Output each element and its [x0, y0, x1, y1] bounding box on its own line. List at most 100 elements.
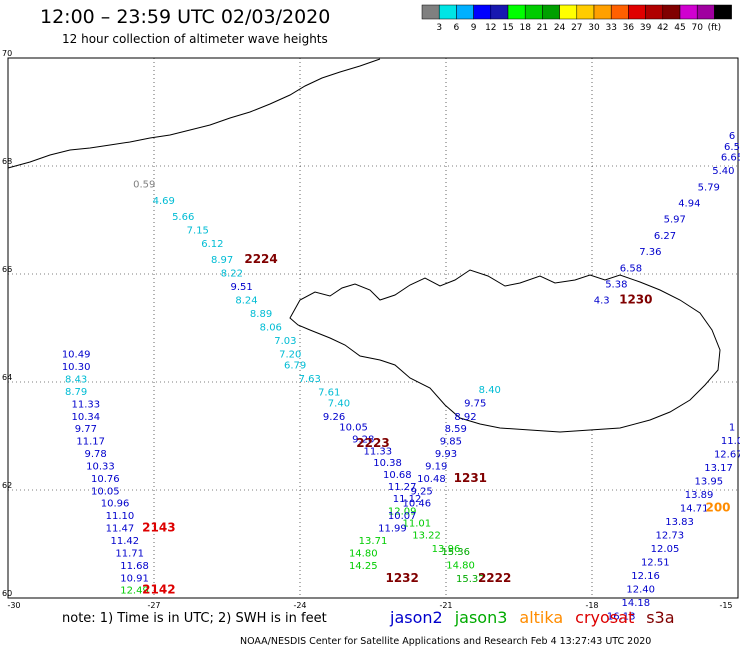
colorbar-swatch [438, 4, 457, 20]
wave-height-value: 7.36 [639, 247, 661, 258]
colorbar-tick-label: 21 [537, 23, 548, 33]
pass-time-label: 2223 [356, 436, 389, 450]
wave-height-value: 9.25 [411, 486, 433, 497]
wave-height-value: 8.59 [445, 424, 467, 435]
wave-height-value: 14.80 [349, 548, 378, 559]
wave-height-value: 9.75 [464, 398, 486, 409]
latitude-label: 60 [2, 589, 12, 598]
wave-height-value: 6.79 [284, 361, 306, 372]
wave-height-value: 9.93 [435, 449, 457, 460]
wave-height-value: 12.73 [656, 531, 685, 542]
wave-height-value: 6.12 [201, 239, 223, 250]
colorbar-swatch [662, 4, 681, 20]
page-subtitle: 12 hour collection of altimeter wave hei… [62, 32, 328, 46]
colorbar-tick-label: 30 [588, 23, 600, 33]
wave-height-value: 11.10 [106, 511, 135, 522]
colorbar-tick-label: 15 [502, 23, 513, 33]
wave-height-value: 7.61 [318, 388, 340, 399]
colorbar-tick-label: 27 [571, 23, 582, 33]
wave-height-value: 10.07 [388, 511, 417, 522]
wave-height-value: 4.94 [678, 199, 700, 210]
wave-height-value: 11.71 [115, 548, 144, 559]
satellite-legend: jason2 jason3 altika cryosat s3a [390, 608, 687, 627]
wave-height-value: 8.97 [211, 255, 233, 266]
colorbar-swatch [696, 4, 715, 20]
wave-height-value: 4.69 [153, 196, 175, 207]
pass-time-label: 1232 [385, 571, 418, 585]
longitude-label: -27 [147, 601, 160, 610]
wave-height-value: 12.51 [641, 558, 670, 569]
longitude-label: -18 [585, 601, 598, 610]
latitude-label: 66 [2, 265, 12, 274]
colorbar-swatch [490, 4, 509, 20]
colorbar-swatch [456, 4, 474, 20]
wave-height-value: 9.51 [230, 282, 252, 293]
wave-height-value: 5.38 [605, 280, 627, 291]
colorbar-tick-label: 24 [554, 23, 566, 33]
wave-height-value: 6.65 [721, 153, 740, 164]
colorbar-swatch [645, 4, 664, 20]
footer-note: note: 1) Time is in UTC; 2) SWH is in fe… [62, 611, 327, 626]
pass-time-label: 2222 [478, 571, 511, 585]
wave-height-value: 15.36 [441, 547, 470, 558]
wave-height-value: 8.22 [221, 269, 243, 280]
wave-height-value: 10.38 [373, 458, 402, 469]
wave-height-value: 6 [729, 131, 735, 142]
wave-height-value: 8.06 [260, 323, 282, 334]
wave-height-value: 11.27 [388, 482, 417, 493]
latitude-label: 64 [2, 373, 12, 382]
wave-height-value: 10.34 [72, 412, 101, 423]
wave-height-value: 8.43 [65, 375, 87, 386]
colorbar-swatch [628, 4, 646, 20]
wave-height-value: 14.18 [621, 598, 650, 609]
colorbar-swatch [473, 4, 492, 20]
wave-height-value: 12.67 [714, 450, 740, 461]
wave-height-value: 10.68 [383, 470, 412, 481]
wave-height-value: 9.85 [440, 437, 462, 448]
longitude-label: -21 [439, 601, 452, 610]
satellite-legend-s3a: s3a [646, 608, 675, 627]
wave-height-value: 14.80 [446, 560, 475, 571]
wave-height-value: 13.89 [685, 490, 714, 501]
longitude-label: -15 [719, 601, 732, 610]
wave-height-value: 9.77 [75, 424, 97, 435]
wave-height-value: 13.17 [704, 463, 733, 474]
pass-time-label: 2142 [142, 583, 175, 597]
wave-height-value: 10.05 [91, 486, 120, 497]
wave-height-value: 12.40 [626, 585, 655, 596]
wave-height-value: 13.96 [432, 544, 461, 555]
greenland-coast [7, 58, 381, 169]
pass-time-label: 2143 [142, 521, 175, 535]
wave-height-value: 11.68 [120, 561, 149, 572]
wave-height-value: 10.46 [402, 499, 431, 510]
wave-height-value: 10.91 [120, 573, 149, 584]
wave-height-value: 12.49 [120, 586, 149, 597]
coastline [7, 58, 721, 433]
longitude-label: -24 [293, 601, 306, 610]
wave-height-value: 9.19 [425, 461, 447, 472]
wave-height-value: 8.92 [454, 412, 476, 423]
wave-height-value: 0.59 [133, 180, 155, 191]
wave-height-value: 8.40 [479, 385, 501, 396]
wave-height-value: 11.42 [110, 536, 139, 547]
map-grid: 70 68 66 64 62 60 -30 -27 -24 -21 -18 -15 [2, 49, 739, 610]
wave-height-value: 10.05 [339, 423, 368, 434]
wave-height-value: 10.33 [86, 461, 115, 472]
wave-height-value: 8.89 [250, 309, 272, 320]
wave-height-value: 7.15 [187, 226, 209, 237]
wave-height-value: 11.33 [72, 399, 101, 410]
wave-height-value: 11.17 [76, 437, 105, 448]
wave-height-value: 8.79 [65, 387, 87, 398]
colorbar-swatch [524, 4, 543, 20]
colorbar-swatch [679, 4, 698, 20]
colorbar-tick-label: 6 [454, 23, 460, 33]
wave-height-value: 5.66 [172, 212, 194, 223]
wave-height-value: 1 [729, 423, 735, 434]
wave-height-value: 7.40 [328, 398, 350, 409]
wave-height-value: 11.99 [378, 524, 407, 535]
colorbar-tick-label: 39 [640, 23, 652, 33]
colorbar-swatch [593, 4, 612, 20]
colorbar-tick-label: 70 [691, 23, 703, 33]
colorbar-tick-label: (ft) [708, 23, 722, 33]
colorbar-tick-label: 42 [657, 23, 668, 33]
